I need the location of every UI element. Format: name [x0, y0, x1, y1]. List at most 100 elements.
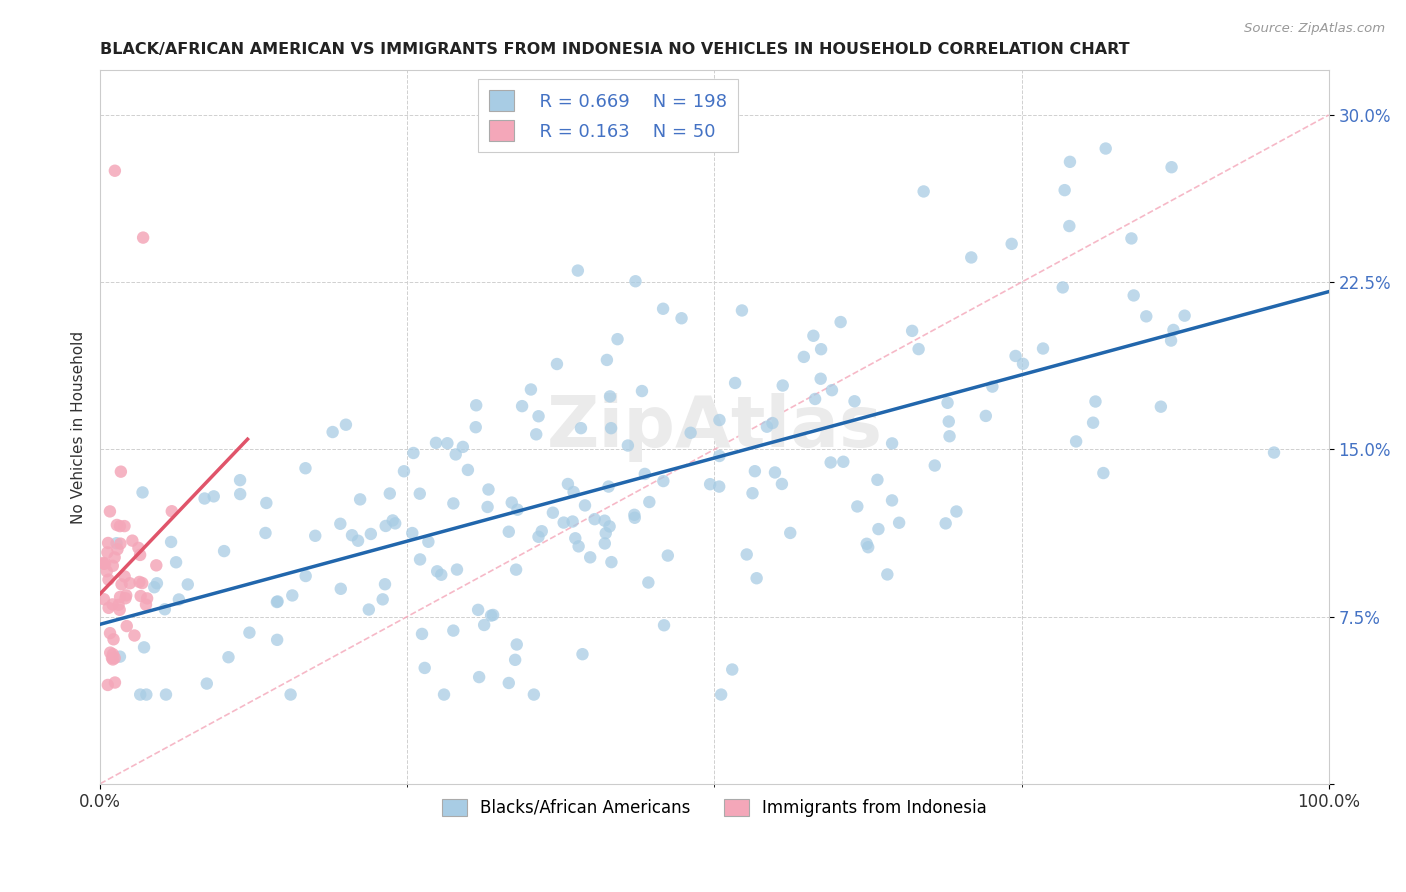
Point: [793, 350, 815, 364]
Point: [294, 569, 316, 583]
Point: [770, 477, 793, 491]
Point: [1084, 394, 1107, 409]
Point: [761, 416, 783, 430]
Point: [153, 602, 176, 616]
Point: [381, 513, 404, 527]
Point: [763, 466, 786, 480]
Point: [436, 436, 458, 450]
Point: [482, 607, 505, 622]
Point: [498, 676, 520, 690]
Point: [938, 415, 960, 429]
Point: [110, 536, 132, 550]
Point: [115, 619, 138, 633]
Point: [329, 516, 352, 531]
Point: [741, 486, 763, 500]
Point: [103, 632, 125, 647]
Point: [724, 376, 747, 390]
Point: [1032, 342, 1054, 356]
Point: [593, 536, 616, 550]
Point: [479, 608, 502, 623]
Text: BLACK/AFRICAN AMERICAN VS IMMIGRANTS FROM INDONESIA NO VEHICLES IN HOUSEHOLD COR: BLACK/AFRICAN AMERICAN VS IMMIGRANTS FRO…: [100, 42, 1130, 57]
Text: ZipAtlas: ZipAtlas: [547, 392, 883, 461]
Point: [599, 389, 621, 403]
Point: [238, 625, 260, 640]
Point: [561, 515, 583, 529]
Point: [409, 552, 432, 566]
Point: [229, 473, 252, 487]
Point: [1094, 142, 1116, 156]
Point: [93, 557, 115, 571]
Point: [876, 567, 898, 582]
Point: [1053, 183, 1076, 197]
Point: [709, 480, 731, 494]
Point: [160, 504, 183, 518]
Point: [409, 486, 432, 500]
Point: [131, 485, 153, 500]
Point: [98, 646, 121, 660]
Point: [1160, 334, 1182, 348]
Point: [413, 661, 436, 675]
Point: [564, 531, 586, 545]
Point: [652, 474, 675, 488]
Point: [374, 519, 396, 533]
Point: [132, 640, 155, 655]
Point: [97, 573, 120, 587]
Point: [936, 396, 959, 410]
Point: [523, 688, 546, 702]
Point: [101, 651, 124, 665]
Point: [229, 487, 252, 501]
Point: [468, 670, 491, 684]
Point: [465, 398, 488, 412]
Point: [510, 399, 533, 413]
Point: [430, 567, 453, 582]
Point: [384, 516, 406, 531]
Point: [562, 485, 585, 500]
Point: [114, 519, 136, 533]
Point: [623, 508, 645, 522]
Point: [135, 598, 157, 612]
Point: [583, 512, 606, 526]
Point: [304, 529, 326, 543]
Point: [524, 427, 547, 442]
Point: [657, 549, 679, 563]
Point: [1012, 357, 1035, 371]
Point: [1150, 400, 1173, 414]
Point: [574, 499, 596, 513]
Point: [135, 688, 157, 702]
Point: [671, 311, 693, 326]
Point: [541, 506, 564, 520]
Point: [1174, 309, 1197, 323]
Point: [374, 577, 396, 591]
Point: [118, 576, 141, 591]
Point: [146, 576, 169, 591]
Point: [104, 651, 127, 665]
Point: [104, 550, 127, 565]
Point: [710, 688, 733, 702]
Point: [444, 447, 467, 461]
Point: [1081, 416, 1104, 430]
Point: [104, 163, 127, 178]
Point: [745, 571, 768, 585]
Point: [96, 545, 118, 559]
Point: [96, 564, 118, 578]
Point: [846, 500, 869, 514]
Point: [360, 527, 382, 541]
Point: [709, 413, 731, 427]
Point: [155, 688, 177, 702]
Point: [101, 647, 124, 661]
Point: [501, 495, 523, 509]
Point: [623, 510, 645, 524]
Point: [329, 582, 352, 596]
Point: [477, 483, 499, 497]
Point: [600, 555, 623, 569]
Point: [101, 598, 124, 612]
Point: [91, 556, 114, 570]
Point: [1001, 236, 1024, 251]
Point: [1064, 434, 1087, 449]
Point: [131, 576, 153, 591]
Point: [254, 496, 277, 510]
Point: [945, 504, 967, 518]
Point: [755, 419, 778, 434]
Point: [165, 555, 187, 569]
Point: [974, 409, 997, 423]
